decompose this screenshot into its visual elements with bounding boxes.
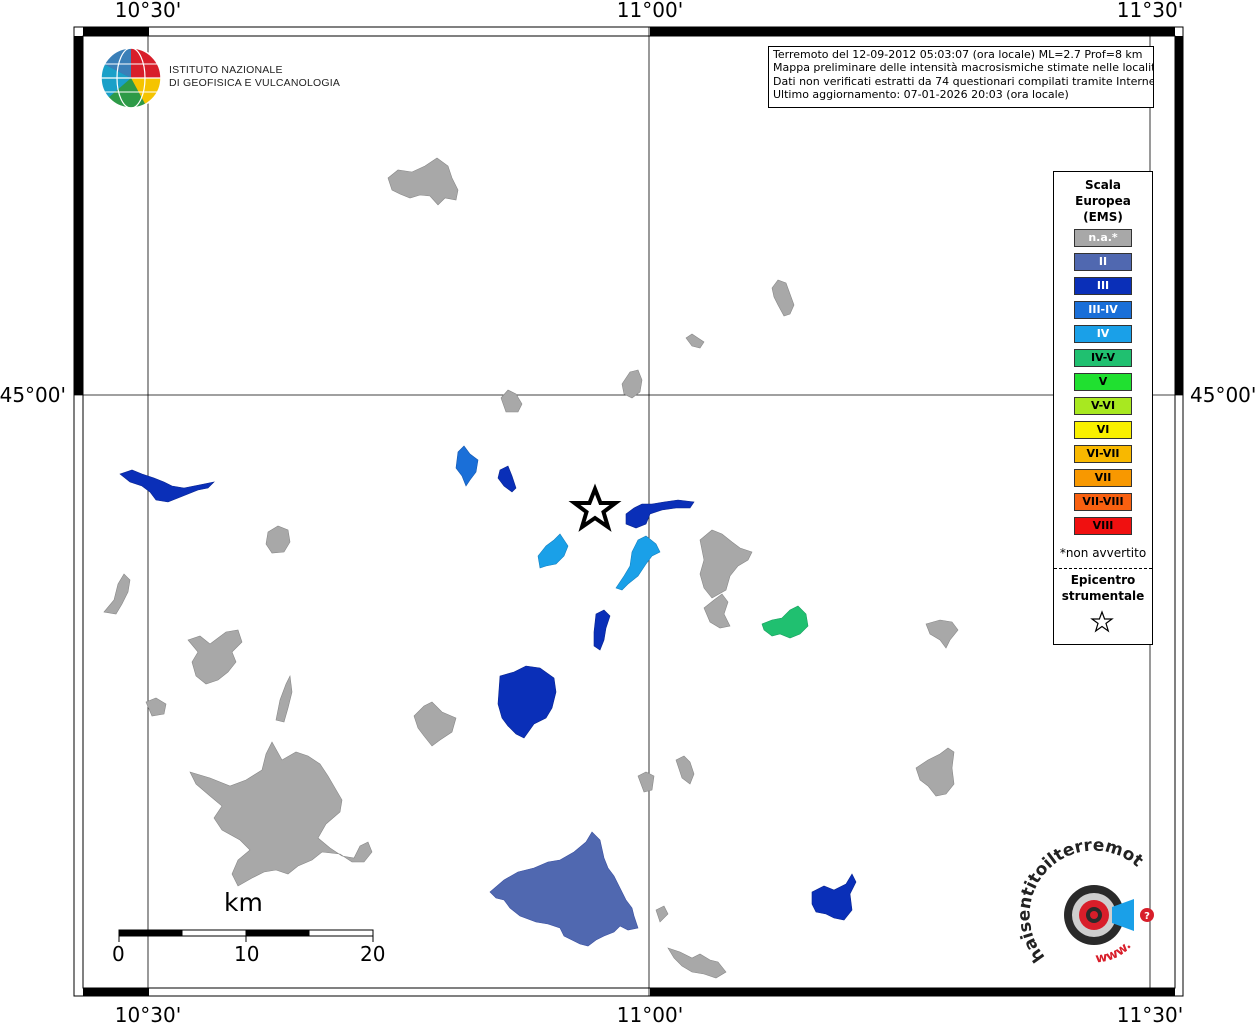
border-bar: [83, 27, 149, 36]
municipality-area: [621, 369, 643, 399]
border-bar: [83, 988, 149, 996]
legend-item: V-VI: [1074, 397, 1132, 415]
municipalities-intensity-iv: [537, 533, 661, 591]
municipality-area: [811, 873, 857, 921]
ingv-logo-text: ISTITUTO NAZIONALE DI GEOFISICA E VULCAN…: [169, 64, 340, 90]
municipalities-intensity-iii: [119, 465, 857, 921]
ingv-logo-icon: [100, 47, 162, 109]
event-info-box: Terremoto del 12-09-2012 05:03:07 (ora l…: [768, 46, 1154, 108]
municipality-area: [625, 499, 695, 529]
lon-label-bottom-right: 11°30': [1117, 1003, 1183, 1024]
scale-unit: km: [224, 888, 263, 917]
municipality-intensity-iv-v: [761, 605, 809, 639]
municipality-intensity-iii-iv: [455, 445, 479, 487]
municipalities-not-felt: [103, 157, 959, 979]
legend-item: II: [1074, 253, 1132, 271]
municipality-area: [699, 529, 753, 599]
legend-separator: [1054, 568, 1152, 569]
scale-label-0: 0: [112, 942, 125, 966]
municipality-intensity-ii: [489, 831, 639, 947]
legend-item: III: [1074, 277, 1132, 295]
event-info-line4: Ultimo aggiornamento: 07-01-2026 20:03 (…: [773, 88, 1069, 102]
municipality-area: [145, 697, 167, 717]
legend-item: VIII: [1074, 517, 1132, 535]
municipality-area: [265, 525, 291, 554]
legend-item: VI: [1074, 421, 1132, 439]
scale-bar-segment: [246, 930, 310, 936]
municipality-area: [275, 674, 293, 723]
municipality-area: [637, 771, 655, 793]
lon-label-bottom-left: 10°30': [115, 1003, 181, 1024]
intensity-legend: Scala Europea (EMS) n.a.* II III III-IV IV IV…: [1053, 171, 1153, 645]
municipality-area: [667, 947, 727, 979]
municipality-area: [387, 157, 459, 206]
municipality-area: [685, 333, 705, 349]
scale-bar-segment: [119, 930, 183, 936]
lon-label-top-left: 10°30': [115, 0, 181, 22]
legend-note: *non avvertito: [1059, 546, 1147, 560]
lon-label-top-right: 11°30': [1117, 0, 1183, 22]
legend-epicenter-label: Epicentro strumentale: [1061, 573, 1145, 603]
legend-item: IV-V: [1074, 349, 1132, 367]
legend-item: IV: [1074, 325, 1132, 343]
scale-label-20: 20: [360, 942, 386, 966]
municipality-area: [537, 533, 569, 569]
epicenter-star: [568, 483, 622, 532]
legend-item: VI-VII: [1074, 445, 1132, 463]
lon-label-bottom-mid: 11°00': [617, 1003, 683, 1024]
event-info-line2: Mappa preliminare delle intensità macros…: [773, 61, 1154, 75]
municipality-area: [771, 279, 795, 317]
municipality-area: [497, 465, 517, 493]
svg-text:?: ?: [1144, 911, 1150, 922]
lat-label-right: 45°00': [1190, 383, 1255, 407]
lon-label-top-mid: 11°00': [617, 0, 683, 22]
legend-item: VII: [1074, 469, 1132, 487]
map-frame: [73, 26, 1184, 997]
municipality-area: [187, 629, 243, 685]
border-bar: [74, 36, 83, 395]
legend-title: Scala Europea (EMS): [1075, 178, 1131, 224]
municipality-area: [189, 741, 373, 887]
municipality-area: [615, 535, 661, 591]
map-inner-frame: [82, 35, 1176, 989]
municipality-area: [497, 665, 557, 739]
border-bar: [650, 988, 1175, 996]
ingv-logo-line2: DI GEOFISICA E VULCANOLOGIA: [169, 77, 341, 89]
legend-item: V: [1074, 373, 1132, 391]
legend-star-icon: [1090, 610, 1114, 633]
legend-item: III-IV: [1074, 301, 1132, 319]
border-bar: [650, 27, 1175, 36]
municipality-area: [103, 573, 131, 615]
municipality-area: [925, 619, 959, 649]
event-info-line3: Dati non verificati estratti da 74 quest…: [773, 74, 1154, 88]
municipality-area: [675, 755, 695, 785]
lat-label-left: 45°00': [0, 383, 66, 407]
municipality-area: [500, 389, 523, 413]
legend-item: n.a.*: [1074, 229, 1132, 247]
municipality-area: [119, 469, 215, 503]
event-info-line1: Terremoto del 12-09-2012 05:03:07 (ora l…: [773, 48, 1143, 61]
scale-label-10: 10: [234, 942, 260, 966]
municipality-area: [915, 747, 955, 797]
municipality-area: [655, 905, 669, 923]
municipality-area: [703, 593, 731, 629]
municipality-area: [413, 701, 457, 747]
border-bar: [1175, 36, 1183, 395]
municipality-area: [593, 609, 611, 651]
legend-item: VII-VIII: [1074, 493, 1132, 511]
ingv-logo-line1: ISTITUTO NAZIONALE: [169, 64, 283, 76]
scale-bar: [118, 929, 374, 942]
